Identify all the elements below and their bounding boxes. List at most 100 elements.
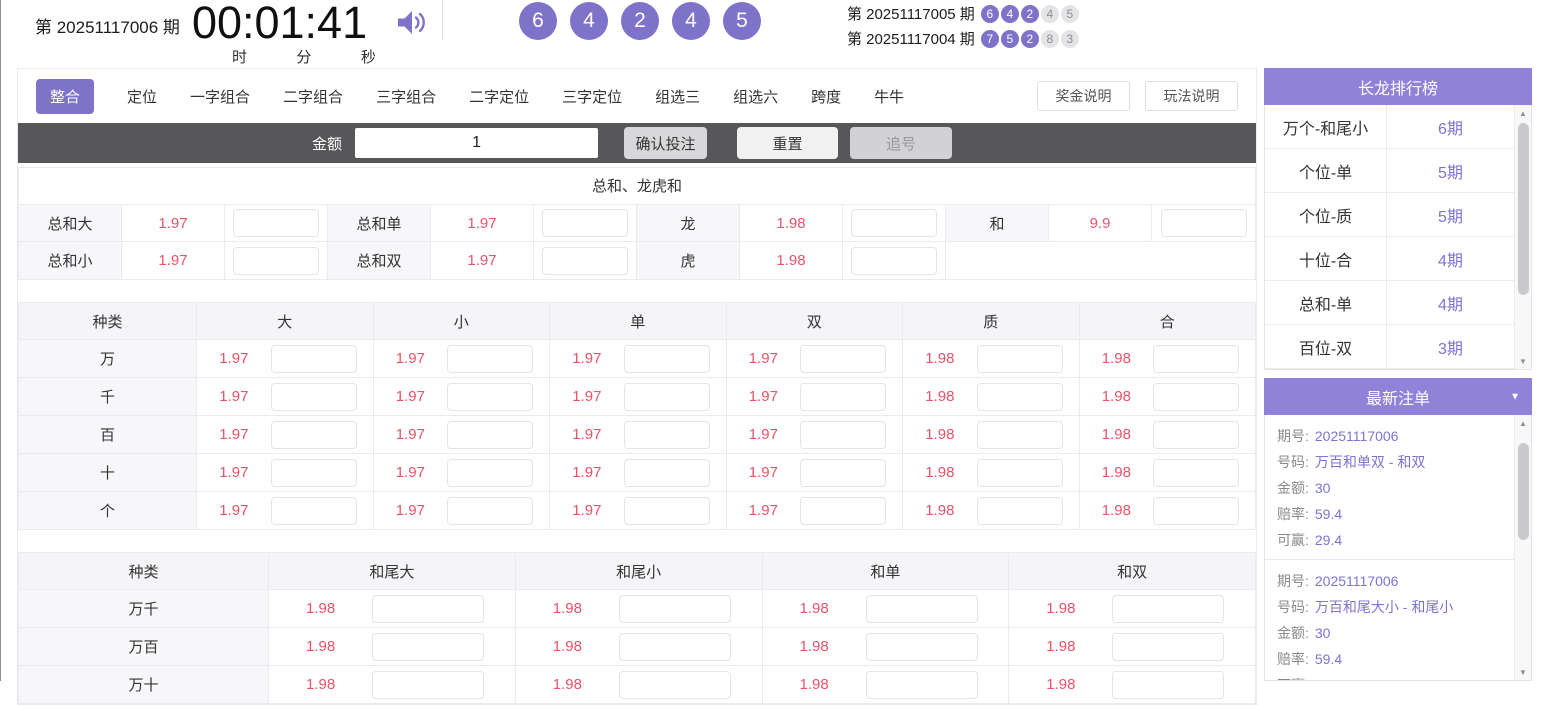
bet-amount-input[interactable]	[233, 209, 319, 237]
bet-amount-input[interactable]	[800, 458, 887, 487]
bet-amount-input[interactable]	[623, 382, 710, 411]
scrollbar[interactable]: ▲ ▼	[1514, 415, 1531, 680]
scrollbar[interactable]: ▲ ▼	[1514, 105, 1531, 369]
bet-amount-input[interactable]	[1112, 670, 1225, 699]
amount-input[interactable]	[355, 128, 599, 158]
table-header-row: 种类大小单双质合	[18, 302, 1256, 340]
prize-info-button[interactable]: 奖金说明	[1037, 81, 1130, 111]
bet-amount-input[interactable]	[865, 632, 978, 661]
speaker-icon[interactable]	[396, 9, 428, 41]
rules-info-button[interactable]: 玩法说明	[1145, 81, 1238, 111]
bet-amount-input[interactable]	[270, 382, 357, 411]
bet-amount-input[interactable]	[800, 344, 887, 373]
collapse-arrow-icon[interactable]: ▼	[1510, 391, 1520, 402]
bet-amount-input[interactable]	[447, 420, 534, 449]
bet-cell: 1.97	[196, 339, 374, 378]
bet-cell: 1.97	[549, 415, 727, 454]
bet-amount-input[interactable]	[618, 670, 731, 699]
bet-amount-input[interactable]	[372, 632, 485, 661]
bet-amount-input[interactable]	[800, 496, 887, 525]
bet-amount-input[interactable]	[1112, 594, 1225, 623]
bet-amount-input[interactable]	[1153, 344, 1240, 373]
bet-cell-inner: 1.98	[1080, 344, 1256, 373]
bet-amount-input[interactable]	[542, 209, 628, 237]
order-field-label: 赔率:	[1277, 506, 1309, 522]
play-tab[interactable]: 定位	[127, 88, 158, 106]
bet-amount-input[interactable]	[1112, 632, 1225, 661]
bet-amount-input[interactable]	[623, 496, 710, 525]
bet-amount-input[interactable]	[270, 496, 357, 525]
bet-amount-input[interactable]	[800, 420, 887, 449]
bet-amount-input[interactable]	[270, 344, 357, 373]
bet-amount-input[interactable]	[447, 344, 534, 373]
bet-amount-input[interactable]	[623, 458, 710, 487]
bet-amount-input[interactable]	[1153, 420, 1240, 449]
bet-amount-input[interactable]	[976, 382, 1063, 411]
streak-name: 总和-单	[1265, 281, 1387, 324]
bet-amount-input[interactable]	[1153, 458, 1240, 487]
play-tab[interactable]: 二字定位	[469, 88, 530, 106]
reset-button[interactable]: 重置	[737, 127, 839, 159]
scroll-down-arrow[interactable]: ▼	[1519, 356, 1527, 366]
play-tab[interactable]: 整合	[36, 78, 95, 114]
bet-cell: 1.97	[196, 491, 374, 530]
chase-number-button[interactable]: 追号	[850, 127, 953, 159]
play-tab[interactable]: 二字组合	[283, 88, 344, 106]
bet-amount-input[interactable]	[447, 458, 534, 487]
bet-amount-input[interactable]	[1153, 382, 1240, 411]
order-field-value: 59.4	[1314, 506, 1343, 522]
bet-amount-input[interactable]	[851, 246, 937, 275]
play-tab[interactable]: 组选六	[733, 88, 779, 106]
play-tab[interactable]: 跨度	[811, 88, 842, 106]
bet-cell-inner: 1.98	[1080, 458, 1256, 487]
bet-amount-input[interactable]	[270, 420, 357, 449]
confirm-bet-button[interactable]: 确认投注	[624, 127, 708, 159]
bet-amount-input[interactable]	[270, 458, 357, 487]
scroll-up-arrow[interactable]: ▲	[1519, 418, 1527, 428]
play-tab[interactable]: 三字组合	[376, 88, 437, 106]
bet-amount-input[interactable]	[1160, 209, 1247, 237]
odds-value: 1.98	[799, 638, 829, 655]
bet-amount-input[interactable]	[1153, 496, 1240, 525]
bet-amount-input[interactable]	[800, 382, 887, 411]
play-tab[interactable]: 一字组合	[190, 88, 251, 106]
streak-name: 个位-单	[1265, 149, 1387, 192]
streak-row: 十位-合 4期	[1265, 237, 1514, 281]
play-tab[interactable]: 牛牛	[874, 88, 905, 106]
bet-amount-input[interactable]	[447, 382, 534, 411]
bet-amount-input[interactable]	[447, 496, 534, 525]
bet-amount-input[interactable]	[618, 594, 731, 623]
order-field-label: 赔率:	[1277, 651, 1309, 667]
bet-input-cell	[1152, 205, 1255, 242]
bet-amount-input[interactable]	[623, 420, 710, 449]
bet-amount-input[interactable]	[976, 496, 1063, 525]
bet-amount-input[interactable]	[372, 594, 485, 623]
order-line: 可赢: 29.4	[1277, 527, 1502, 553]
play-tab[interactable]: 三字定位	[562, 88, 623, 106]
bet-amount-input[interactable]	[372, 670, 485, 699]
bet-amount-input[interactable]	[976, 420, 1063, 449]
bet-cell-inner: 1.97	[374, 344, 550, 373]
bet-amount-input[interactable]	[851, 209, 937, 237]
scrollbar-thumb[interactable]	[1517, 123, 1529, 295]
position-table-body: 万 1.97 1.97 1.97 1.97 1.98 1.98 千 1.97 1.97 1.97 1.…	[18, 339, 1256, 530]
order-line: 期号: 20251117006	[1277, 423, 1502, 449]
bet-amount-input[interactable]	[623, 344, 710, 373]
play-tab[interactable]: 组选三	[655, 88, 701, 106]
bet-amount-input[interactable]	[865, 670, 978, 699]
streak-count: 5期	[1438, 164, 1463, 182]
bet-amount-input[interactable]	[233, 246, 319, 275]
bet-amount-input[interactable]	[976, 458, 1063, 487]
bet-cell: 1.98	[514, 589, 763, 628]
bet-cell-inner: 1.97	[197, 382, 373, 411]
scroll-down-arrow[interactable]: ▼	[1519, 667, 1527, 677]
lottery-ball: 6	[518, 2, 557, 40]
bet-amount-input[interactable]	[542, 246, 628, 275]
odds-value: 1.97	[748, 350, 778, 367]
scrollbar-thumb[interactable]	[1517, 443, 1529, 540]
bet-amount-input[interactable]	[865, 594, 978, 623]
odds-value: 9.9	[1049, 205, 1152, 242]
scroll-up-arrow[interactable]: ▲	[1519, 108, 1527, 118]
bet-amount-input[interactable]	[976, 344, 1063, 373]
bet-amount-input[interactable]	[618, 632, 731, 661]
